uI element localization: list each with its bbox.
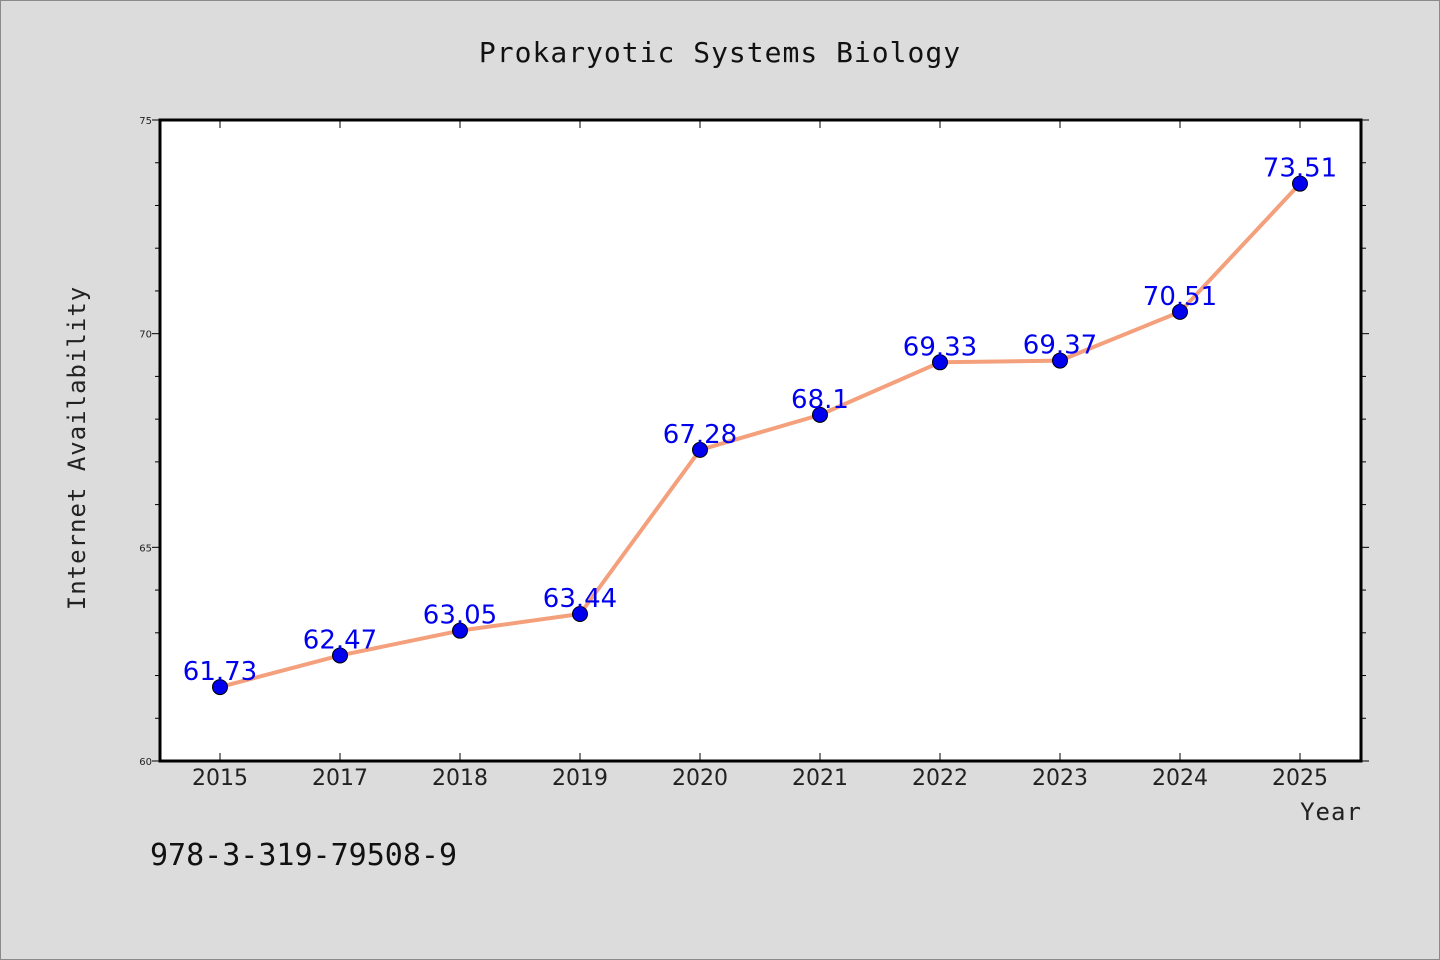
y-tick-label: 60: [139, 757, 152, 768]
plot-area: [160, 120, 1361, 761]
isbn-text: 978-3-319-79508-9: [150, 838, 457, 873]
data-point: [1052, 352, 1068, 369]
data-label: 67.28: [663, 420, 737, 450]
x-tick-label: 2015: [192, 766, 248, 791]
data-point: [332, 647, 348, 664]
x-tick-label: 2018: [432, 766, 488, 791]
chart-title: Prokaryotic Systems Biology: [479, 36, 961, 69]
x-tick-label: 2019: [552, 766, 608, 791]
x-tick-label: 2025: [1272, 766, 1328, 791]
x-tick-label: 2021: [792, 766, 848, 791]
data-point: [212, 679, 228, 696]
data-label: 69.33: [903, 332, 977, 362]
x-axis: 2015 2017 2018 2019 2020 2021 2022 2023 2024 2025: [192, 120, 1328, 791]
series-group: 61.73 62.47 63.05 63.44 67.28 68.1 69.33 69.37 7…: [183, 154, 1337, 696]
data-point: [692, 441, 708, 458]
data-point: [1292, 175, 1308, 192]
y-tick-label: 75: [139, 116, 152, 127]
data-label: 63.44: [543, 584, 617, 614]
x-tick-label: 2020: [672, 766, 728, 791]
series-line: [219, 182, 1302, 690]
data-label: 68.1: [791, 385, 849, 415]
plot-frame: [158, 118, 1363, 763]
data-point: [932, 354, 948, 371]
y-tick-label: 70: [139, 330, 152, 341]
data-point: [452, 622, 468, 639]
data-label: 63.05: [423, 601, 497, 631]
data-label: 70.51: [1143, 282, 1217, 312]
y-axis-label: Internet Availability: [63, 286, 91, 610]
data-point: [572, 605, 588, 622]
x-tick-label: 2023: [1032, 766, 1088, 791]
data-point: [1172, 303, 1188, 320]
data-label: 69.37: [1023, 331, 1097, 361]
x-axis-label: Year: [1300, 798, 1362, 826]
data-point: [812, 406, 828, 423]
y-tick-label: 65: [139, 543, 152, 554]
data-label: 73.51: [1263, 154, 1337, 184]
data-label: 61.73: [183, 657, 257, 687]
x-tick-label: 2017: [312, 766, 368, 791]
x-tick-label: 2022: [912, 766, 968, 791]
x-tick-label: 2024: [1152, 766, 1208, 791]
data-label: 62.47: [303, 625, 377, 655]
